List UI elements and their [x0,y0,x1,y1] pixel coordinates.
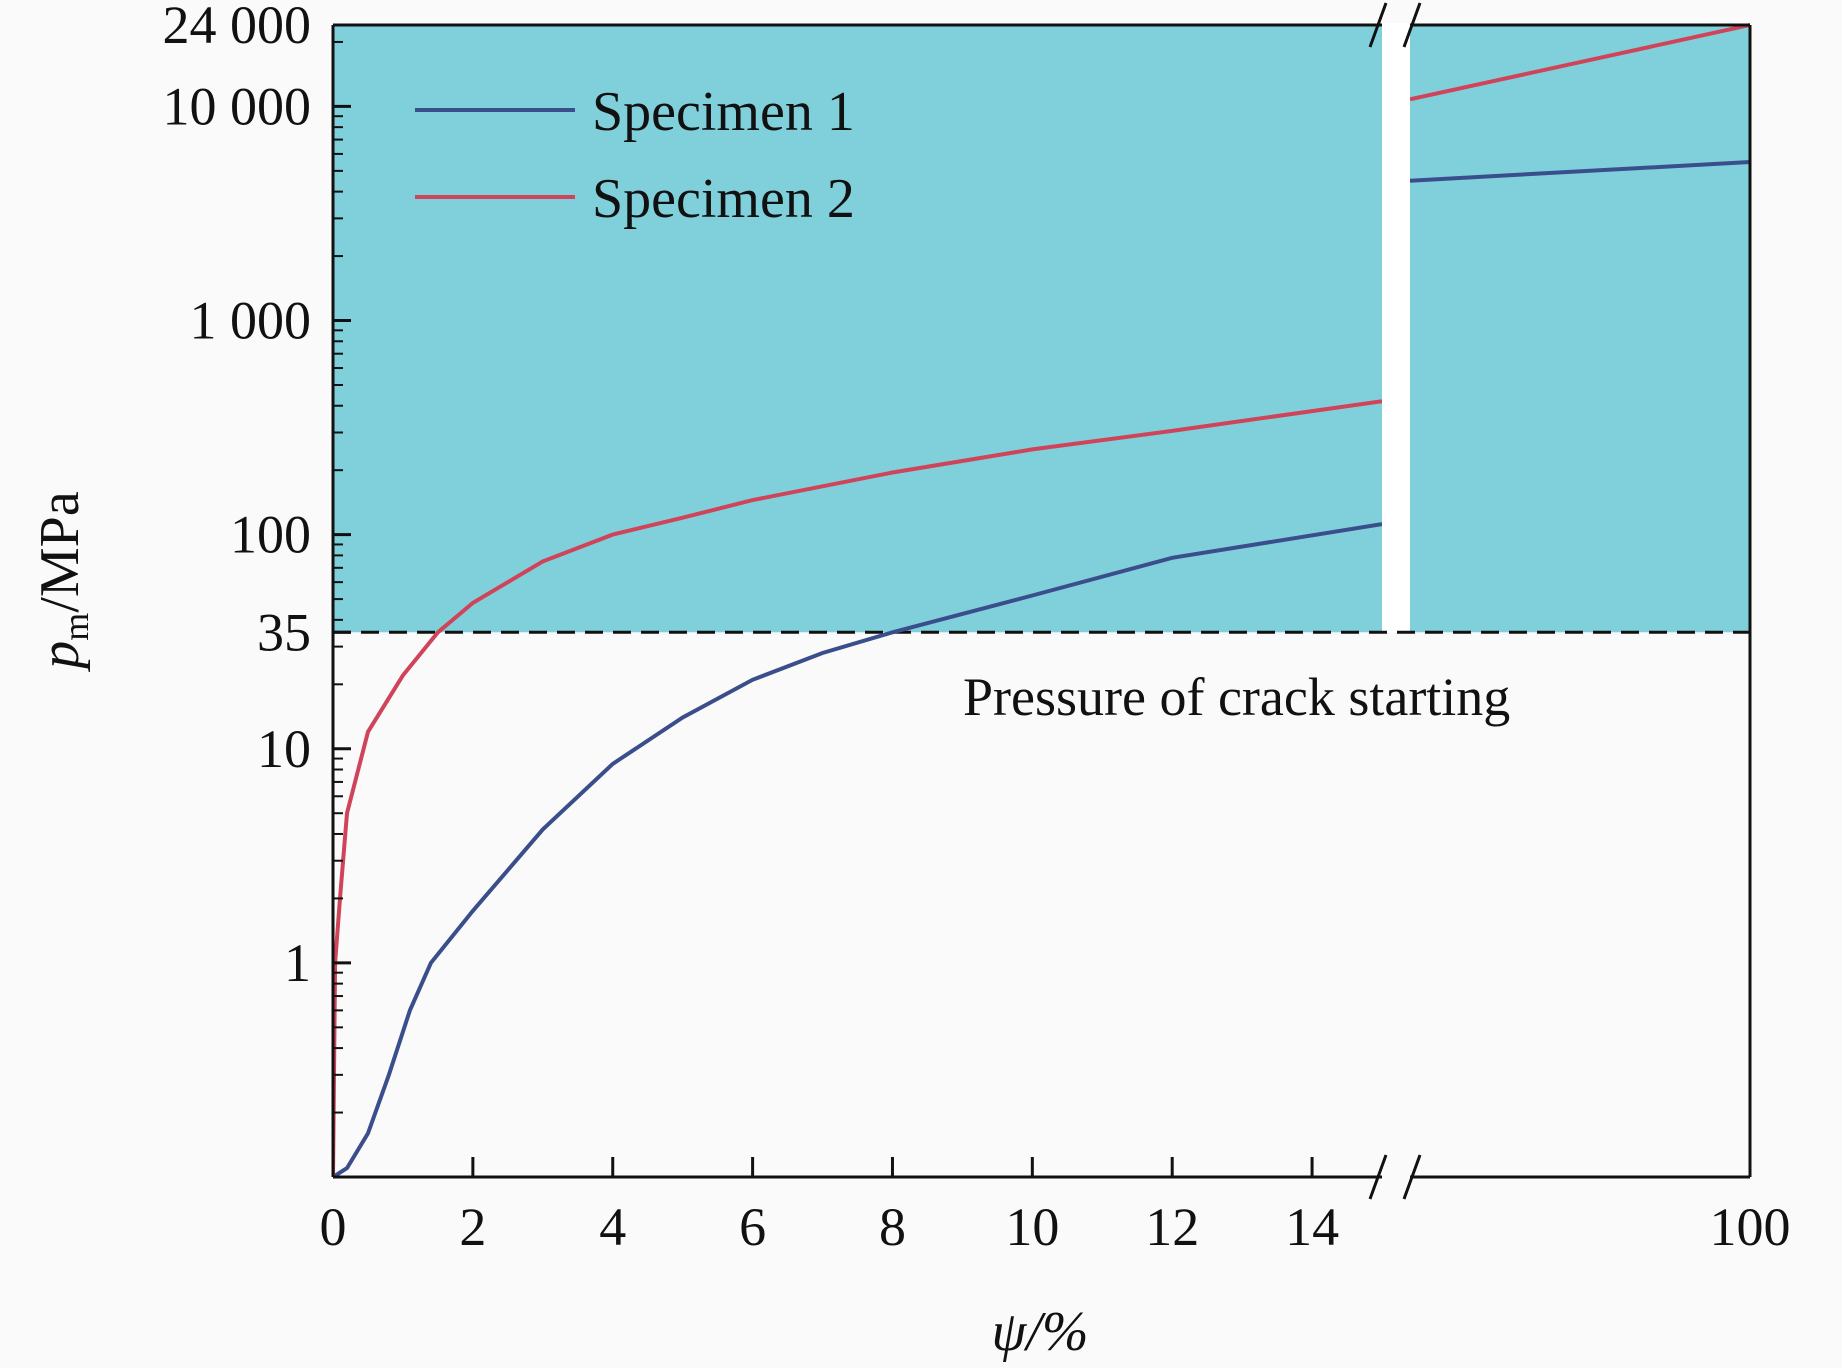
y-tick-label-6: 24 000 [163,0,312,55]
axes [331,2,1752,1200]
x-tick-label-7: 14 [1285,1197,1339,1257]
legend-label-specimen-2: Specimen 2 [592,168,855,230]
y-tick-label-0: 1 [284,933,311,993]
threshold-annotation: Pressure of crack starting [963,667,1510,727]
shaded-region-left [333,25,1382,633]
y-tick-label-4: 1 000 [190,291,312,351]
y-tick-label-5: 10 000 [163,76,312,136]
shaded-region-right [1410,25,1750,633]
y-tick-label-3: 100 [230,505,311,565]
break-mark-bottom-2 [1402,1154,1422,1200]
shaded-region-above-threshold [333,23,1750,633]
tick-labels: 1 10 35 100 1 000 10 000 24 000 0 2 4 6 8 10 12 14 100 [163,0,1791,1257]
series-line-specimen-1-right [1410,160,1750,183]
legend: Specimen 1 Specimen 2 [415,81,855,230]
y-axis-title: pm/MPa [29,491,96,673]
axis-break-gap [1382,23,1410,633]
series-layer [333,23,1750,1179]
break-mark-top-1 [1368,2,1388,48]
x-tick-label-4: 8 [879,1197,906,1257]
y-axis-title-unit: /MPa [29,491,91,612]
x-tick-label-1: 2 [459,1197,486,1257]
x-axis-title: ψ/% [992,1301,1089,1363]
x-tick-label-0: 0 [320,1197,347,1257]
y-axis-title-subscript: m [56,613,96,641]
x-tick-label-3: 6 [739,1197,766,1257]
series-line-specimen-1-left [333,522,1382,1179]
y-tick-label-2: 35 [257,602,311,662]
series-line-specimen-2-left [333,399,1382,1178]
x-tick-label-2: 4 [599,1197,626,1257]
series-line-specimen-2-right [1410,23,1750,102]
break-mark-bottom-1 [1368,1154,1388,1200]
y-axis-title-main: p [29,641,91,673]
legend-label-specimen-1: Specimen 1 [592,81,855,143]
break-mark-top-2 [1402,2,1422,48]
x-tick-label-5: 10 [1005,1197,1059,1257]
y-tick-label-1: 10 [257,719,311,779]
x-tick-label-6: 12 [1145,1197,1199,1257]
x-tick-label-8: 100 [1710,1197,1791,1257]
